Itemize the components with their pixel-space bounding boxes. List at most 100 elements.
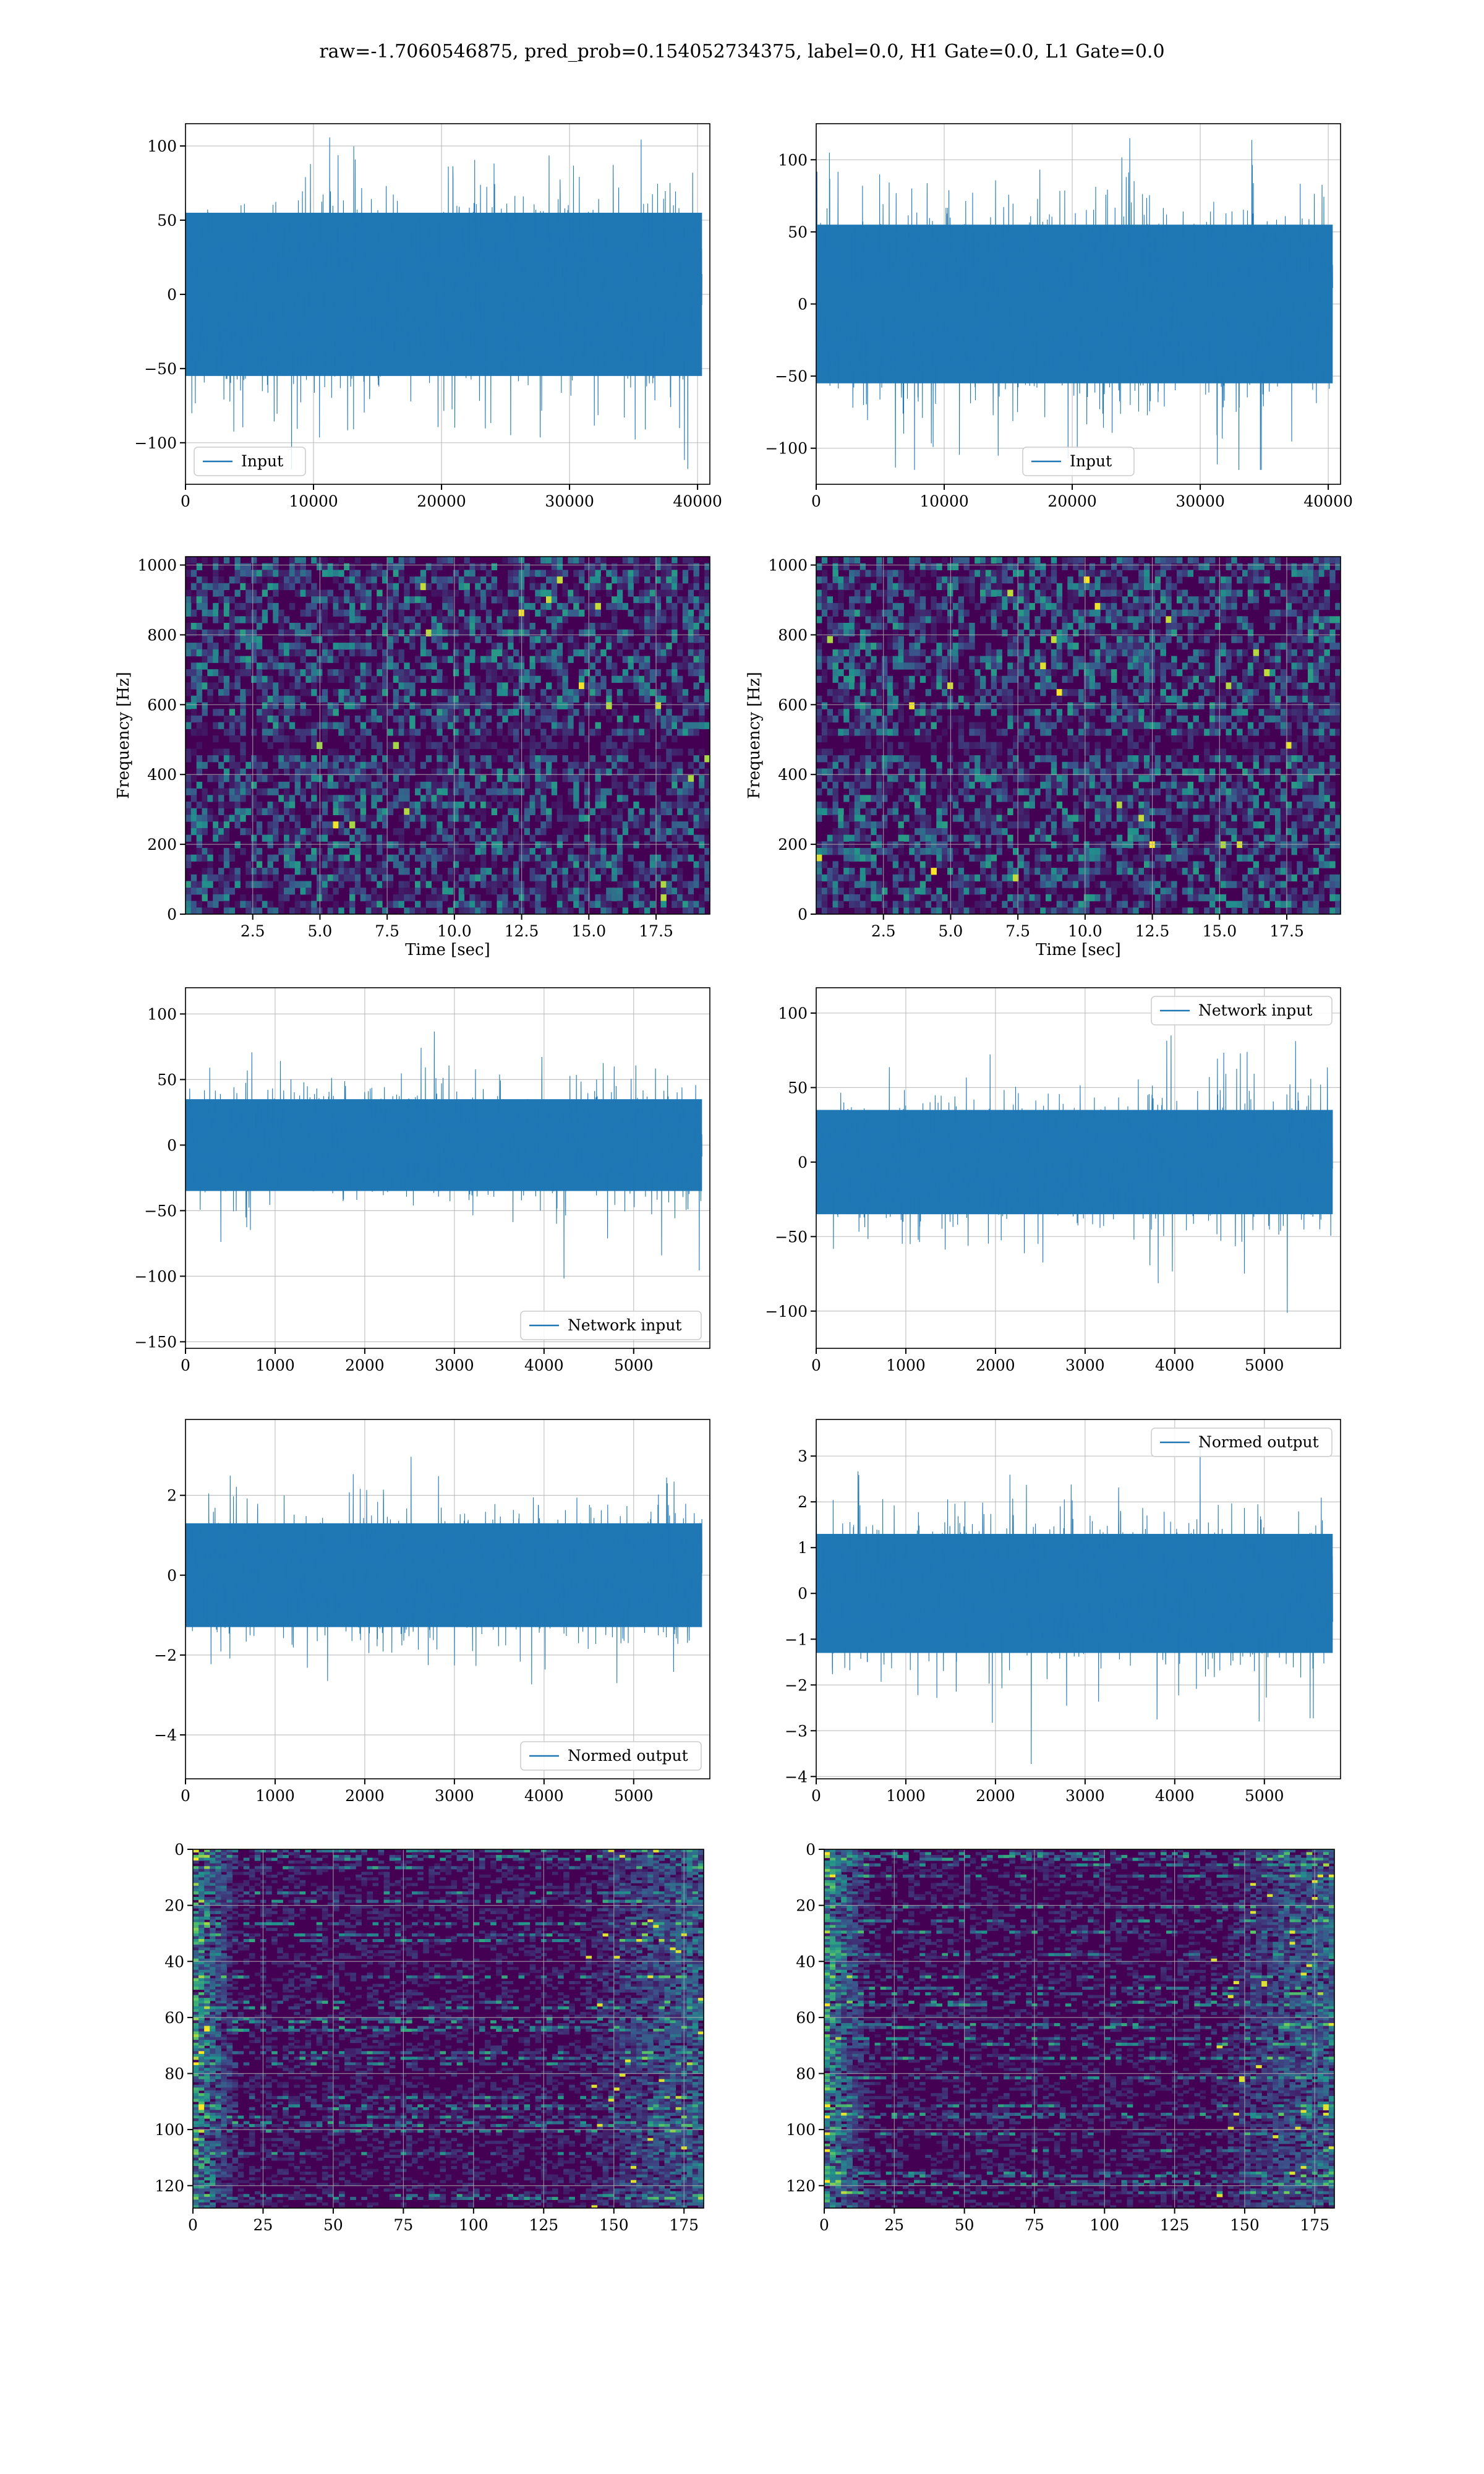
heatmap-cell [1193, 729, 1199, 736]
heatmap-cell [556, 563, 563, 570]
heatmap-cell [1051, 682, 1057, 690]
heatmap-cell [612, 675, 618, 683]
heatmap-cell [377, 689, 383, 696]
heatmap-cell [1177, 748, 1183, 756]
heatmap-cell [854, 702, 861, 709]
heatmap-cell [464, 669, 470, 677]
heatmap-cell [338, 841, 344, 849]
heatmap-cell [546, 781, 552, 789]
heatmap-cell [425, 735, 432, 743]
heatmap-cell [420, 576, 427, 584]
heatmap-cell [207, 669, 213, 677]
heatmap-cell [327, 828, 334, 836]
heatmap-cell [196, 854, 203, 862]
heatmap-cell [196, 563, 203, 570]
heatmap-cell [1204, 649, 1210, 657]
heatmap-cell [931, 722, 937, 729]
heatmap-cell [1089, 662, 1096, 670]
heatmap-cell [682, 795, 689, 802]
heatmap-cell [475, 583, 481, 591]
heatmap-cell [704, 868, 710, 875]
heatmap-cell [229, 682, 236, 690]
heatmap-cell [354, 848, 361, 855]
heatmap-cell [677, 808, 683, 815]
heatmap-cell [1253, 689, 1260, 696]
heatmap-cell [816, 675, 822, 683]
heatmap-cell [1269, 755, 1276, 763]
heatmap-cell [584, 643, 591, 650]
heatmap-cell [980, 557, 986, 564]
heatmap-cell [442, 755, 448, 763]
heatmap-cell [1078, 557, 1085, 564]
heatmap-cell [1226, 755, 1232, 763]
heatmap-cell [1329, 629, 1336, 636]
heatmap-cell [1144, 596, 1150, 604]
heatmap-cell [223, 675, 230, 683]
heatmap-cell [655, 643, 662, 650]
heatmap-cell [540, 702, 547, 709]
heatmap-cell [556, 841, 563, 849]
heatmap-cell [508, 557, 514, 564]
heatmap-cell [1308, 761, 1314, 769]
heatmap-cell [704, 834, 710, 842]
heatmap-cell [327, 629, 334, 636]
heatmap-cell [595, 563, 601, 570]
heatmap-cell [958, 596, 965, 604]
heatmap-cell [311, 775, 317, 782]
heatmap-cell [338, 602, 344, 610]
heatmap-cell [442, 596, 448, 604]
heatmap-cell [595, 649, 601, 657]
heatmap-cell [606, 894, 612, 902]
heatmap-cell [1231, 742, 1237, 749]
heatmap-cell [262, 695, 268, 703]
heatmap-cell [1029, 748, 1035, 756]
heatmap-cell [437, 894, 443, 902]
heatmap-cell [382, 775, 388, 782]
heatmap-cell [1335, 623, 1341, 630]
heatmap-cell [289, 854, 296, 862]
heatmap-cell [300, 583, 306, 591]
legend-label: Input [1070, 452, 1112, 470]
heatmap-cell [1187, 629, 1194, 636]
heatmap-cell [267, 649, 273, 657]
heatmap-cell [284, 854, 290, 862]
heatmap-cell [963, 563, 970, 570]
heatmap-cell [218, 854, 224, 862]
heatmap-cell [677, 761, 683, 769]
heatmap-cell [398, 616, 404, 623]
heatmap-cell [508, 636, 514, 643]
heatmap-cell [1100, 709, 1106, 716]
heatmap-cell [207, 656, 213, 663]
heatmap-cell [371, 675, 377, 683]
heatmap-cell [333, 576, 339, 584]
heatmap-cell [1297, 629, 1303, 636]
heatmap-cell [1051, 722, 1057, 729]
heatmap-cell [338, 907, 344, 915]
heatmap-cell [1034, 715, 1041, 723]
heatmap-cell [1127, 729, 1133, 736]
heatmap-cell [1160, 675, 1166, 683]
heatmap-cell [1329, 729, 1336, 736]
heatmap-cell [915, 616, 921, 623]
heatmap-cell [338, 781, 344, 789]
heatmap-cell [349, 669, 356, 677]
heatmap-cell [633, 563, 639, 570]
heatmap-cell [202, 874, 208, 882]
heatmap-cell [1302, 602, 1308, 610]
heatmap-cell [898, 616, 904, 623]
heatmap-cell [1258, 709, 1264, 716]
heatmap-cell [317, 616, 323, 623]
heatmap-cell [1166, 755, 1172, 763]
heatmap-cell [300, 629, 306, 636]
heatmap-cell [568, 828, 574, 836]
heatmap-cell [1247, 596, 1254, 604]
heatmap-cell [1280, 583, 1287, 591]
heatmap-cell [573, 689, 579, 696]
heatmap-cell [425, 563, 432, 570]
heatmap-cell [294, 894, 301, 902]
heatmap-cell [491, 854, 498, 862]
heatmap-cell [354, 689, 361, 696]
heatmap-cell [322, 729, 328, 736]
heatmap-cell [952, 629, 959, 636]
heatmap-cell [382, 570, 388, 577]
